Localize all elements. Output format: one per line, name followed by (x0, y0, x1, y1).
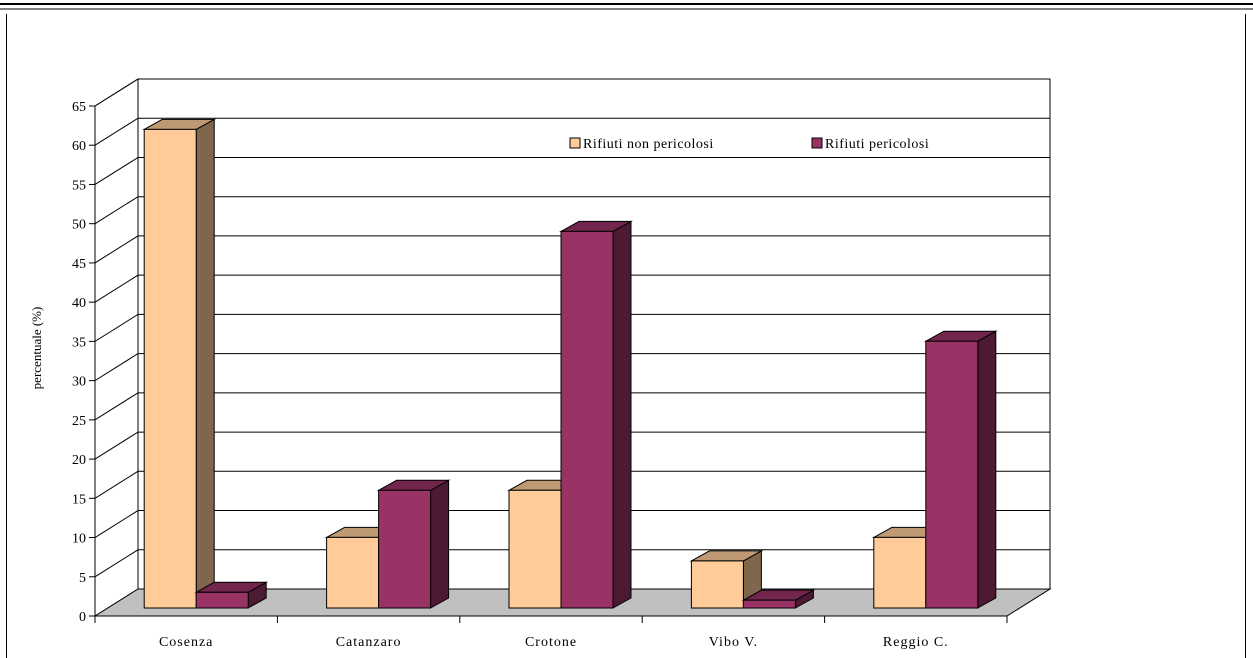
bar-front (560, 230, 614, 609)
gridline (94, 78, 1050, 107)
y-tick-label: 20 (72, 453, 86, 468)
legend-swatch-pericolosi (811, 137, 823, 149)
bar-front (873, 536, 927, 609)
y-tick-label: 65 (72, 100, 86, 115)
legend-swatch-non-pericolosi (569, 137, 581, 149)
bars-layer (142, 118, 998, 609)
bar-side (195, 118, 215, 609)
bar-side (977, 330, 997, 609)
y-tick-label: 55 (72, 178, 86, 193)
gridline (94, 431, 1050, 460)
y-tick-label: 25 (72, 414, 86, 429)
bar-front (925, 340, 979, 609)
gridline (94, 313, 1050, 342)
bar-catanzaro-pericolosi (376, 479, 451, 609)
y-tick-label: 0 (79, 610, 86, 625)
y-tick-label: 5 (79, 571, 86, 586)
bar-front (690, 560, 744, 609)
gridline (94, 117, 1050, 146)
bar-cosenza-pericolosi (194, 581, 269, 609)
bar-front (378, 489, 432, 609)
bar-vibo-v--pericolosi (741, 589, 816, 609)
y-tick-label: 45 (72, 257, 86, 272)
gridline (94, 274, 1050, 303)
y-axis-label: percentuale (%) (29, 307, 44, 390)
bar-front (326, 536, 380, 609)
bar-crotone-pericolosi (559, 220, 633, 609)
gridline (94, 235, 1050, 264)
gridline (94, 156, 1050, 185)
x-tick-label: Reggio C. (883, 635, 949, 650)
gridline (94, 510, 1050, 538)
y-tick-label: 40 (72, 296, 86, 311)
y-tick-label: 35 (72, 335, 86, 350)
legend-label-pericolosi: Rifiuti pericolosi (825, 137, 929, 152)
y-tick-label: 10 (72, 532, 86, 547)
bar-front (508, 489, 562, 609)
x-tick-label: Crotone (525, 635, 577, 650)
gridline (94, 392, 1050, 421)
y-tick-label: 30 (72, 375, 86, 390)
legend: Rifiuti non pericolosi Rifiuti pericolos… (569, 137, 929, 152)
x-tick-label: Vibo V. (709, 635, 758, 650)
y-tick-label: 15 (72, 492, 86, 507)
y-tick-label: 60 (72, 139, 86, 154)
legend-label-non-pericolosi: Rifiuti non pericolosi (583, 137, 714, 152)
gridline (94, 549, 1050, 578)
axes-layer: 0 5 10 15 20 25 30 35 40 45 50 55 60 65 Cosenza Catanza… (72, 100, 1008, 650)
bar-front (143, 128, 197, 609)
x-tick-label: Cosenza (159, 635, 213, 650)
gridline (94, 353, 1050, 382)
side-wall (94, 78, 139, 617)
y-tick-label: 50 (72, 218, 86, 233)
gridline (94, 470, 1050, 499)
bar-front (195, 591, 249, 609)
bar-front (742, 599, 796, 609)
gridline (94, 196, 1050, 225)
bar-side (612, 220, 632, 609)
x-tick-label: Catanzaro (336, 635, 402, 650)
bar-cosenza-non-pericolosi (142, 118, 217, 609)
bar-reggio-c--pericolosi (923, 330, 998, 609)
bar-side (430, 479, 450, 609)
